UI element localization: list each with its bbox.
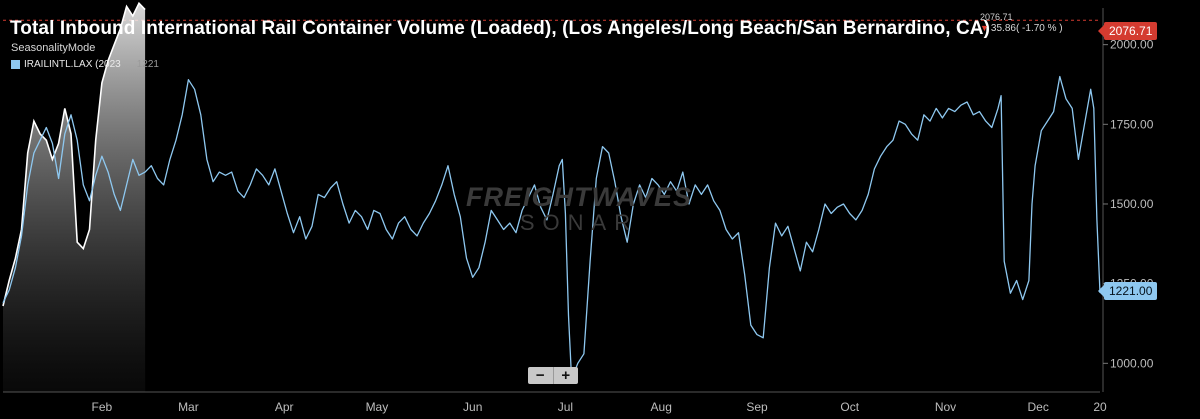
y-tick-label: 1750.00 xyxy=(1110,117,1154,131)
x-tick-label: Jul xyxy=(558,400,573,414)
header-change-text: 35.86( -1.70 % ) xyxy=(990,23,1063,34)
current-value-tag: 1221.00 xyxy=(1097,282,1158,300)
x-tick-label: May xyxy=(366,400,389,414)
x-tick-label: Oct xyxy=(840,400,859,414)
header-last-value: 2076.71 xyxy=(980,12,1013,22)
watermark-line2: SONAR xyxy=(519,210,639,235)
legend-series-value: 1221 xyxy=(136,59,159,70)
previous-value-tag: 2076.71 xyxy=(1097,22,1158,40)
x-tick-label: Sep xyxy=(746,400,768,414)
chart-title: Total Inbound International Rail Contain… xyxy=(10,18,991,39)
down-arrow-icon: ▼ xyxy=(980,23,989,33)
x-tick-label: 20 xyxy=(1093,400,1107,414)
legend[interactable]: IRAILINTL.LAX (2023 1221 xyxy=(11,59,159,70)
seasonality-mode-label[interactable]: SeasonalityMode xyxy=(11,42,96,54)
x-tick-label: Aug xyxy=(651,400,672,414)
y-tick-label: 1000.00 xyxy=(1110,356,1154,370)
watermark-line1: FREIGHTWAVES xyxy=(465,182,692,212)
series-2023-line xyxy=(2,75,1101,380)
series-lines xyxy=(2,1,1101,380)
x-tick-label: Dec xyxy=(1028,400,1049,414)
y-tick-label: 2000.00 xyxy=(1110,38,1154,52)
series-2022-line xyxy=(2,1,146,307)
zoom-out-button[interactable]: − xyxy=(535,367,545,384)
x-tick-label: Jun xyxy=(463,400,482,414)
legend-swatch-icon xyxy=(11,60,20,69)
x-tick-label: Apr xyxy=(275,400,294,414)
zoom-in-button[interactable]: + xyxy=(552,367,579,384)
header-change: ▼ 35.86( -1.70 % ) xyxy=(980,23,1063,34)
x-tick-label: Mar xyxy=(178,400,199,414)
legend-series-name: IRAILINTL.LAX (2023 xyxy=(24,59,121,70)
zoom-control: − + xyxy=(528,367,578,384)
watermark: FREIGHTWAVES SONAR xyxy=(454,184,704,234)
y-tick-label: 1500.00 xyxy=(1110,197,1154,211)
x-tick-label: Nov xyxy=(935,400,956,414)
x-tick-label: Feb xyxy=(92,400,113,414)
